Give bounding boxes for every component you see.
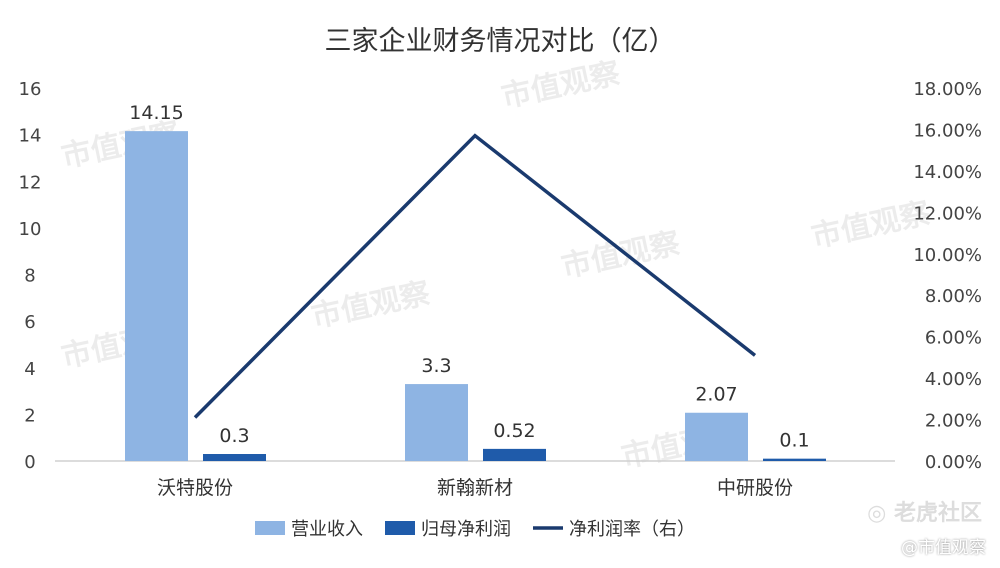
- chart-title: 三家企业财务情况对比（亿）: [325, 26, 676, 57]
- y-right-tick-label: 12.00%: [913, 203, 982, 224]
- bar-revenue: [685, 412, 748, 461]
- y-right-tick-label: 10.00%: [913, 245, 982, 266]
- net-margin-line: [193, 133, 757, 419]
- data-label: 3.3: [421, 355, 451, 377]
- bar-revenue: [405, 384, 468, 461]
- data-label: 2.07: [695, 384, 737, 406]
- bar-net-profit: [203, 454, 266, 461]
- y-right-tick-label: 0.00%: [925, 452, 982, 473]
- x-tick-label: 中研股份: [717, 477, 793, 499]
- y-right-tick-label: 6.00%: [925, 328, 982, 349]
- tiger-community-credit: ◎ 老虎社区: [867, 501, 982, 526]
- bar-net-profit: [483, 448, 546, 461]
- y-left-tick-label: 6: [24, 312, 35, 333]
- y-right-tick-label: 14.00%: [913, 162, 982, 183]
- legend-swatch: [255, 521, 285, 535]
- y-right-tick-label: 4.00%: [925, 369, 982, 390]
- legend-swatch: [385, 521, 415, 535]
- y-left-tick-label: 0: [24, 452, 35, 473]
- y-left-tick-label: 12: [19, 172, 42, 193]
- data-label: 0.52: [493, 420, 535, 442]
- y-left-tick-label: 4: [24, 359, 35, 380]
- y-right-tick-label: 16.00%: [913, 120, 982, 141]
- credit-text: 老虎社区: [893, 501, 982, 526]
- data-label: 14.15: [129, 102, 183, 124]
- y-right-tick-label: 2.00%: [925, 411, 982, 432]
- y-left-tick-label: 10: [19, 219, 42, 240]
- legend-label: 归母净利润: [421, 519, 511, 540]
- legend-label: 营业收入: [291, 519, 363, 540]
- y-right-tick-label: 18.00%: [913, 79, 982, 100]
- y-left-tick-label: 8: [24, 266, 35, 287]
- y-left-tick-label: 2: [24, 405, 35, 426]
- bar-net-profit: [763, 458, 826, 461]
- y-left-tick-label: 16: [19, 79, 42, 100]
- legend-label: 净利润率（右）: [569, 519, 695, 540]
- y-left-tick-label: 14: [19, 126, 42, 147]
- x-tick-label: 新翰新材: [437, 477, 513, 499]
- source-credit: @市值观察: [901, 538, 986, 558]
- data-label: 0.3: [219, 425, 249, 447]
- bar-revenue: [125, 131, 188, 462]
- data-label: 0.1: [779, 430, 809, 452]
- y-right-tick-label: 8.00%: [925, 286, 982, 307]
- x-tick-label: 沃特股份: [157, 477, 233, 499]
